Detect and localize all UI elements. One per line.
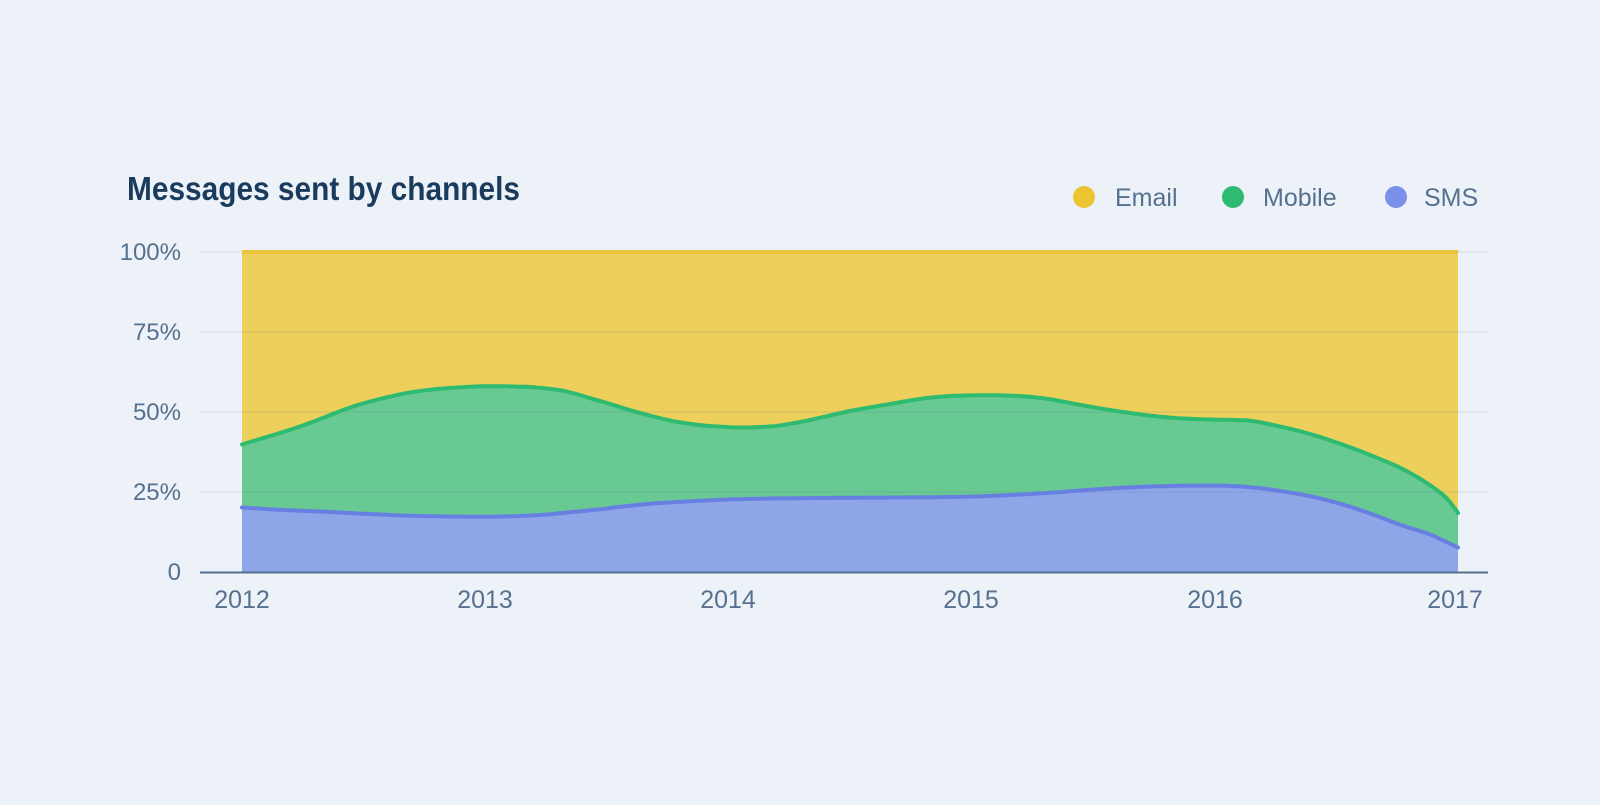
svg-text:Email: Email: [1115, 184, 1178, 212]
svg-text:75%: 75%: [133, 319, 181, 346]
svg-text:25%: 25%: [133, 479, 181, 506]
svg-text:50%: 50%: [133, 399, 181, 426]
svg-text:Messages sent by channels: Messages sent by channels: [127, 170, 520, 207]
svg-text:2016: 2016: [1187, 586, 1243, 614]
svg-text:SMS: SMS: [1424, 184, 1478, 212]
svg-text:Mobile: Mobile: [1263, 184, 1337, 212]
svg-text:2014: 2014: [700, 586, 756, 614]
svg-text:100%: 100%: [120, 239, 181, 266]
svg-text:2012: 2012: [214, 586, 270, 614]
svg-text:2017: 2017: [1427, 586, 1483, 614]
svg-text:2015: 2015: [943, 586, 999, 614]
svg-text:0: 0: [168, 559, 181, 586]
svg-text:2013: 2013: [457, 586, 513, 614]
